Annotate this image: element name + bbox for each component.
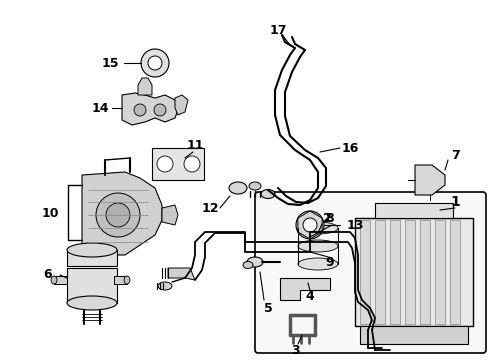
Polygon shape [122, 93, 178, 125]
Text: 7: 7 [450, 149, 458, 162]
Polygon shape [280, 278, 329, 300]
Text: 13: 13 [346, 219, 363, 231]
Text: 1: 1 [449, 195, 459, 209]
Bar [389, 220, 399, 324]
Ellipse shape [51, 276, 57, 284]
Text: 6: 6 [43, 269, 52, 282]
Bar [434, 220, 444, 324]
Bar [374, 203, 452, 218]
Text: 5: 5 [263, 302, 272, 315]
Text: 14: 14 [91, 102, 108, 114]
Ellipse shape [67, 296, 117, 310]
Bar [359, 220, 369, 324]
Bar [54, 276, 67, 284]
Text: 4: 4 [305, 289, 314, 302]
Bar [419, 220, 429, 324]
Text: 3: 3 [291, 343, 300, 356]
Bar [404, 220, 414, 324]
Text: 17: 17 [269, 23, 286, 36]
Ellipse shape [261, 189, 274, 198]
Bar [67, 250, 117, 266]
Text: 16: 16 [341, 141, 358, 154]
Ellipse shape [297, 240, 337, 252]
Ellipse shape [158, 282, 172, 290]
Text: 8: 8 [325, 212, 334, 225]
Circle shape [154, 104, 165, 116]
Ellipse shape [248, 182, 261, 190]
Circle shape [148, 56, 162, 70]
Bar [374, 220, 384, 324]
Bar [152, 148, 203, 180]
Ellipse shape [124, 276, 130, 284]
Ellipse shape [246, 257, 263, 267]
Polygon shape [138, 78, 152, 95]
FancyBboxPatch shape [254, 192, 485, 353]
Circle shape [303, 218, 316, 232]
Bar [449, 220, 459, 324]
Ellipse shape [297, 258, 337, 270]
Text: 9: 9 [325, 256, 334, 269]
Ellipse shape [243, 261, 252, 269]
Polygon shape [82, 172, 162, 255]
Bar [359, 326, 467, 344]
Circle shape [295, 211, 324, 239]
Polygon shape [414, 165, 444, 195]
Bar [67, 268, 117, 303]
Text: 15: 15 [101, 57, 119, 69]
Ellipse shape [228, 182, 246, 194]
Circle shape [183, 156, 200, 172]
Circle shape [134, 104, 146, 116]
Polygon shape [168, 268, 195, 280]
Text: 11: 11 [186, 139, 203, 152]
Polygon shape [162, 205, 178, 225]
Text: 10: 10 [41, 207, 59, 220]
Text: 12: 12 [201, 202, 218, 215]
Bar [354, 218, 472, 326]
Circle shape [141, 49, 169, 77]
Circle shape [96, 193, 140, 237]
Text: 2: 2 [322, 212, 331, 225]
Ellipse shape [67, 243, 117, 257]
Circle shape [157, 156, 173, 172]
Polygon shape [175, 95, 187, 115]
Circle shape [106, 203, 130, 227]
Bar [114, 276, 127, 284]
Ellipse shape [297, 222, 337, 234]
